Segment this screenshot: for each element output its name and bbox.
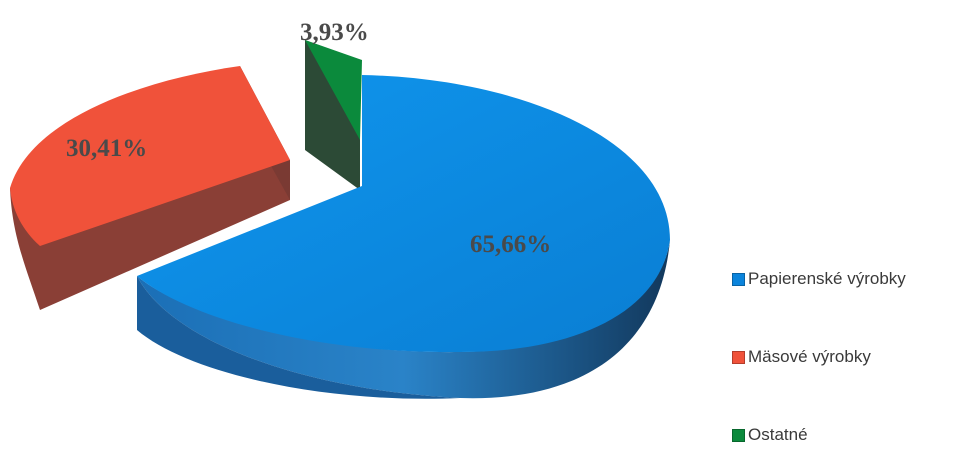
slice-papierenske-side	[137, 240, 670, 399]
legend-item-papierenske: Papierenské výrobky	[732, 240, 906, 318]
pie-chart: 65,66% 30,41% 3,93%	[10, 19, 670, 399]
slice-papierenske-side-front	[137, 276, 460, 399]
legend-swatch-papierenske	[732, 272, 745, 286]
slice-masove-top	[10, 66, 290, 246]
slice-ostatne-top	[305, 40, 362, 140]
legend-label-papierenske: Papierenské výrobky	[748, 269, 906, 288]
legend-swatch-ostatne	[732, 428, 745, 442]
slice-papierenske[interactable]	[137, 75, 670, 399]
slice-papierenske-top	[137, 75, 670, 353]
slice-ostatne[interactable]	[305, 40, 362, 190]
legend-label-ostatne: Ostatné	[748, 425, 808, 444]
data-label-papierenske: 65,66%	[470, 231, 551, 258]
legend-item-ostatne: Ostatné	[732, 396, 906, 474]
legend: Papierenské výrobky Mäsové výrobky Ostat…	[732, 240, 906, 474]
legend-item-masove: Mäsové výrobky	[732, 318, 906, 396]
data-label-ostatne: 3,93%	[300, 19, 369, 46]
data-label-masove: 30,41%	[66, 135, 147, 162]
legend-swatch-masove	[732, 350, 745, 364]
legend-label-masove: Mäsové výrobky	[748, 347, 871, 366]
slice-masove[interactable]	[10, 66, 290, 310]
